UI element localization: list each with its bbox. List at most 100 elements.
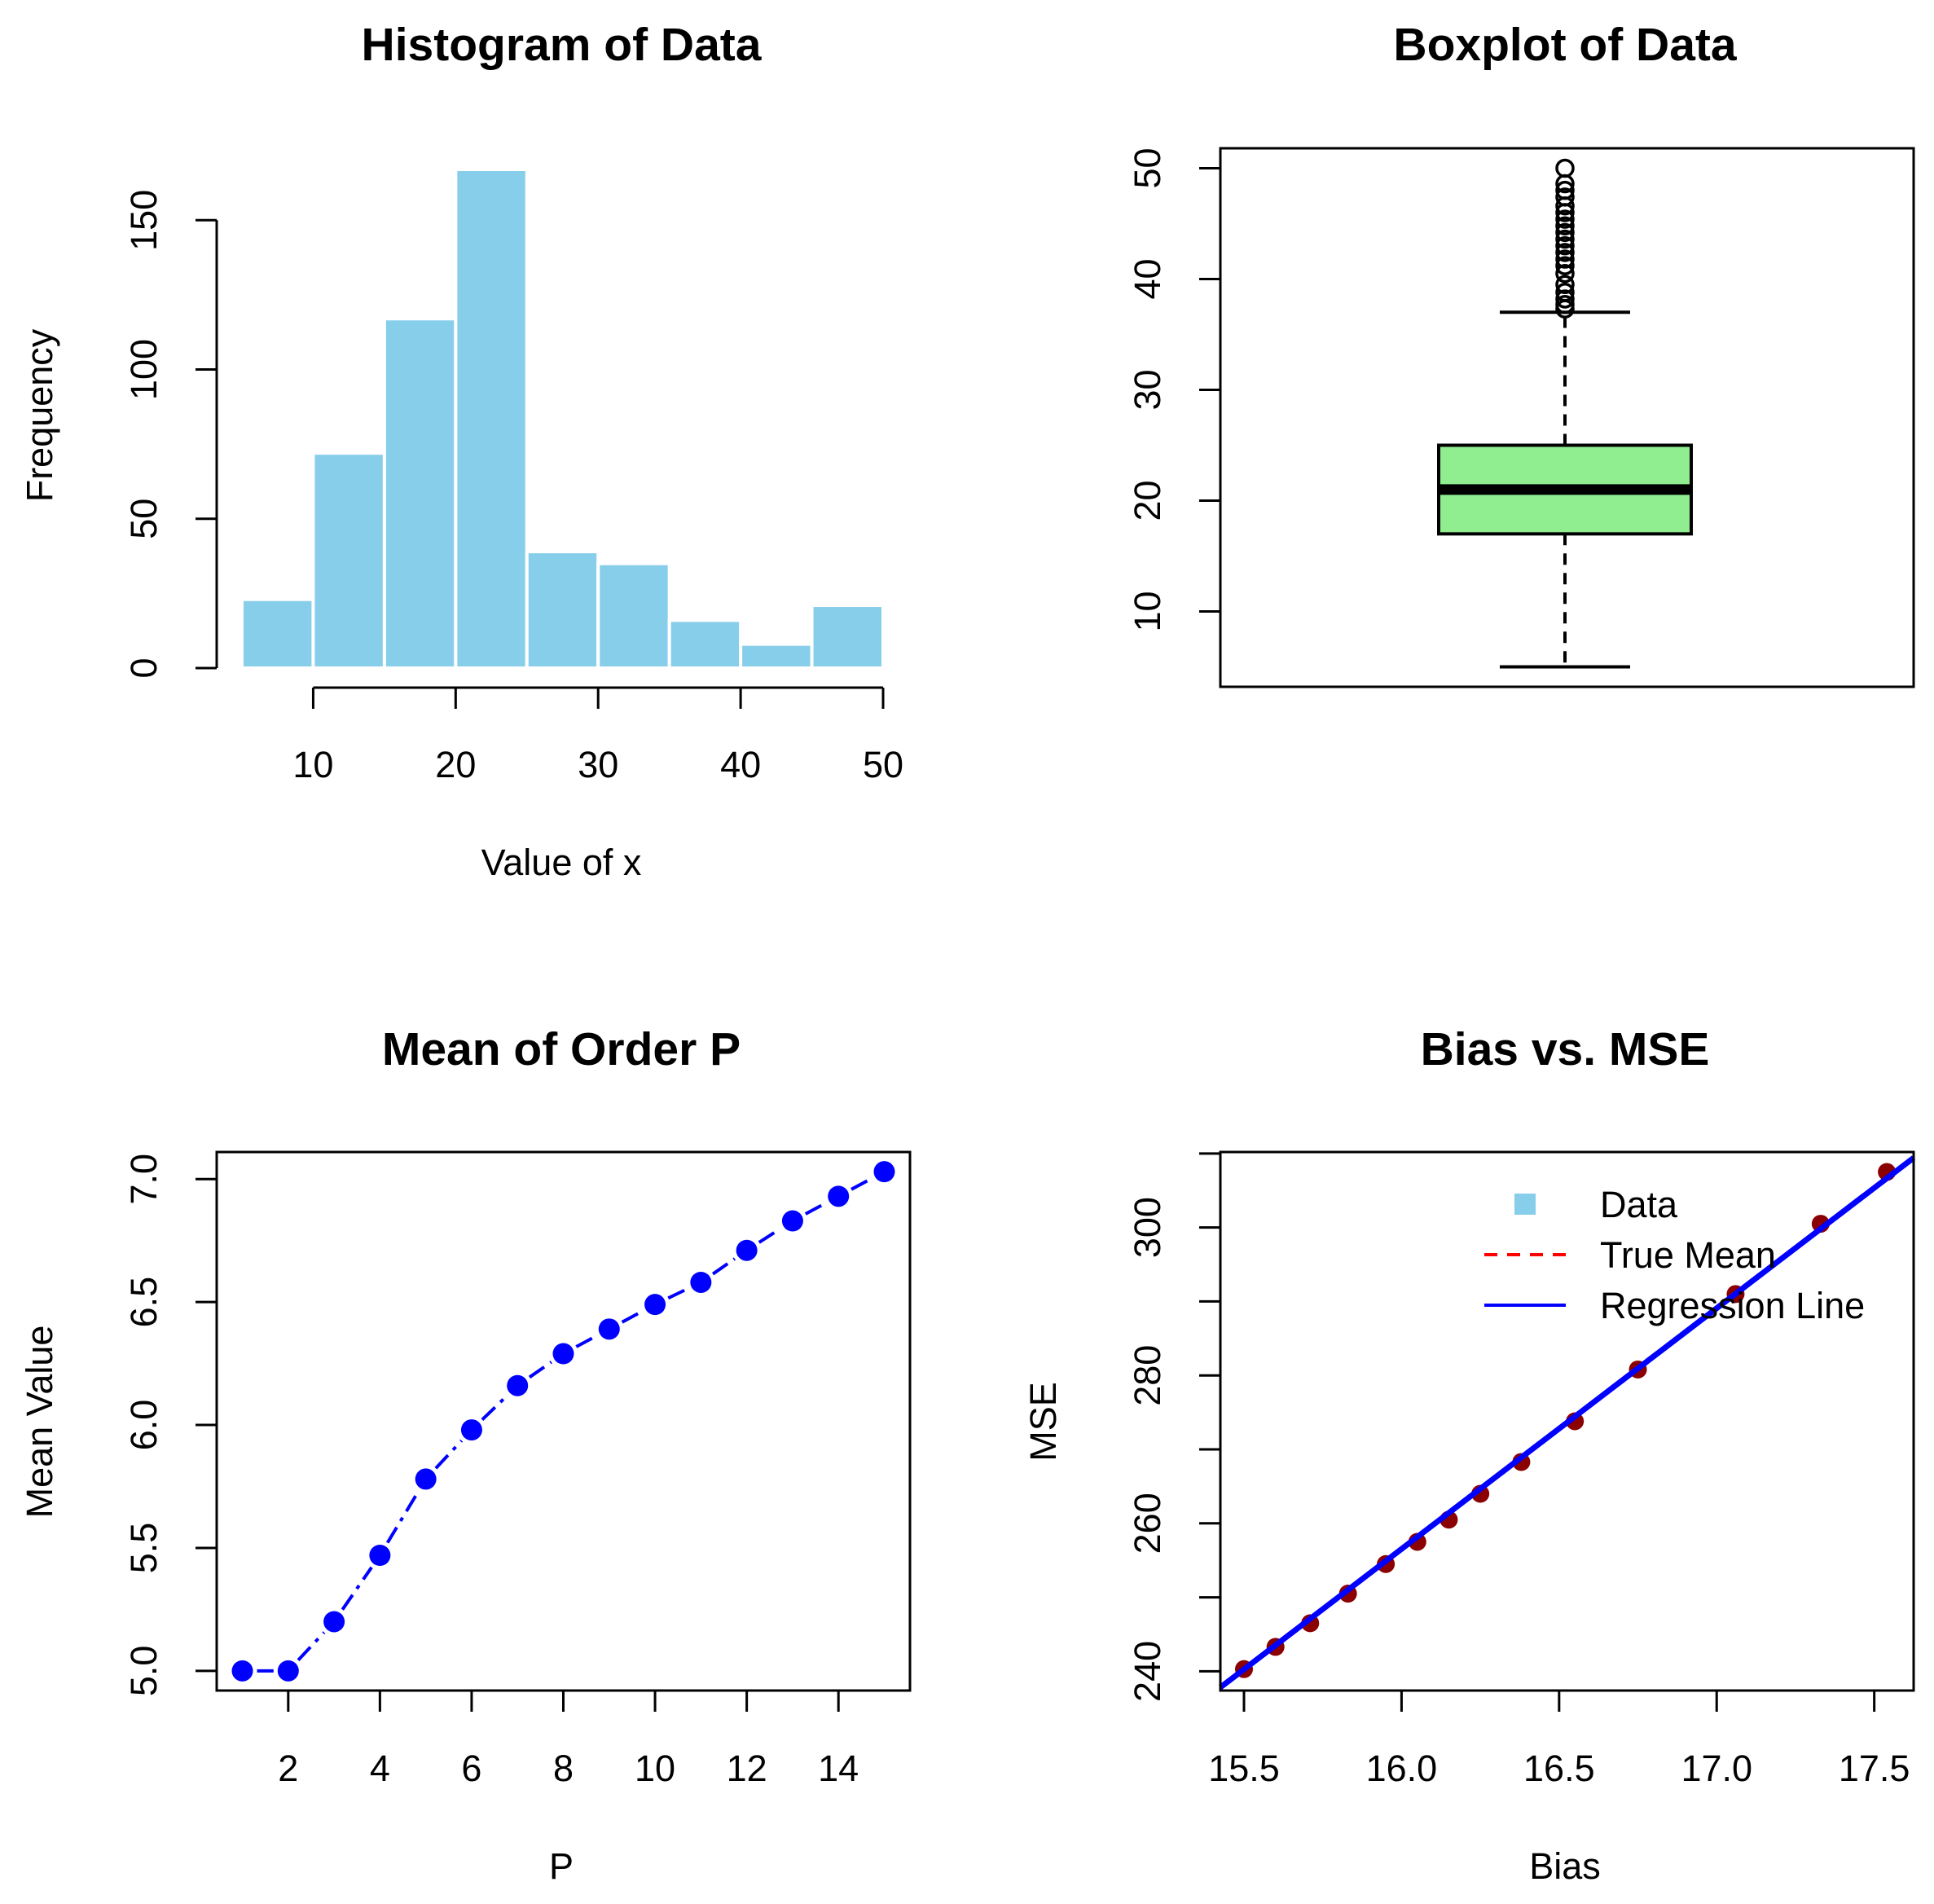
- mean-order-point: [736, 1239, 758, 1261]
- mean-order-x-axis: 2 4 6 8 10 12 14: [278, 1689, 859, 1789]
- bias-mse-y-tick-label: 280: [1127, 1345, 1168, 1406]
- histogram-bar: [525, 550, 600, 670]
- mean-order-y-tick-label: 6.0: [123, 1400, 165, 1451]
- mean-order-line-segment: [575, 1335, 597, 1348]
- histogram-y-axis: 0 50 100 150: [123, 190, 218, 679]
- legend-item-label: Data: [1600, 1184, 1678, 1225]
- bias-mse-x-tick-label: 15.5: [1208, 1748, 1280, 1789]
- bias-mse-plot-area: [1218, 1155, 1916, 1690]
- bias-mse-x-label: Bias: [1529, 1845, 1601, 1887]
- mean-order-point: [323, 1611, 345, 1633]
- histogram-y-tick-label: 150: [123, 190, 165, 251]
- boxplot-panel: Boxplot of Data 10 20 30 40 50: [1127, 19, 1915, 688]
- mean-order-x-tick-label: 14: [818, 1748, 859, 1789]
- bias-mse-title: Bias vs. MSE: [1421, 1023, 1710, 1075]
- boxplot-y-tick-label: 10: [1127, 591, 1168, 631]
- bias-mse-x-tick-label: 16.0: [1366, 1748, 1438, 1789]
- histogram-bar: [240, 597, 315, 671]
- bias-mse-x-tick-label: 17.0: [1681, 1748, 1752, 1789]
- boxplot-outlier-point: [1555, 263, 1575, 284]
- boxplot-outlier-point: [1555, 275, 1575, 295]
- mean-order-x-tick-label: 6: [461, 1748, 481, 1789]
- bias-mse-y-tick-label: 240: [1127, 1641, 1168, 1702]
- mean-order-x-tick-label: 10: [635, 1748, 675, 1789]
- histogram-bar: [667, 618, 743, 671]
- mean-order-x-tick-label: 2: [278, 1748, 298, 1789]
- mean-order-point: [277, 1660, 299, 1682]
- mean-order-y-tick-label: 6.5: [123, 1277, 165, 1328]
- mean-order-line-segment: [851, 1176, 872, 1191]
- bias-mse-regression-line: [1218, 1155, 1916, 1690]
- mean-order-y-tick-label: 5.5: [123, 1523, 165, 1574]
- mean-order-point: [644, 1294, 666, 1316]
- mean-order-x-tick-label: 12: [727, 1748, 767, 1789]
- boxplot-outlier-point: [1555, 283, 1575, 302]
- mean-order-line-segment: [385, 1490, 420, 1544]
- mean-order-line-segment: [434, 1439, 464, 1470]
- boxplot-y-tick-label: 40: [1127, 258, 1168, 299]
- mean-order-point: [552, 1343, 574, 1365]
- boxplot-elements: [1437, 158, 1693, 669]
- legend-item-label: True Mean: [1600, 1234, 1776, 1276]
- histogram-x-tick-label: 20: [435, 744, 476, 785]
- histogram-y-label: Frequency: [19, 328, 60, 502]
- boxplot-outlier-point: [1555, 222, 1575, 243]
- legend-item-label: Regression Line: [1600, 1285, 1865, 1326]
- histogram-title: Histogram of Data: [362, 19, 763, 71]
- mean-order-point: [781, 1210, 803, 1232]
- bias-mse-y-tick-label: 300: [1127, 1197, 1168, 1258]
- histogram-x-tick-label: 40: [720, 744, 761, 785]
- mean-order-point: [598, 1318, 620, 1340]
- histogram-y-tick-label: 100: [123, 339, 165, 400]
- histogram-bar: [810, 604, 885, 671]
- mean-order-title: Mean of Order P: [382, 1023, 741, 1075]
- boxplot-outlier-point: [1555, 249, 1575, 269]
- bias-mse-x-tick-label: 17.5: [1839, 1748, 1910, 1789]
- histogram-bar: [454, 168, 529, 670]
- mean-order-line-segment: [758, 1227, 781, 1244]
- bias-mse-x-axis: 15.5 16.0 16.5 17.0 17.5: [1208, 1691, 1910, 1789]
- boxplot-outlier-point: [1555, 256, 1575, 275]
- mean-order-point: [231, 1660, 253, 1682]
- bias-mse-y-label: MSE: [1022, 1382, 1064, 1462]
- mean-order-line-segment: [297, 1631, 326, 1662]
- mean-order-y-tick-label: 5.0: [123, 1646, 165, 1697]
- bias-mse-panel: Bias vs. MSE 15.5 16.0 16.5 17.0 17.5 240 260…: [1022, 1023, 1916, 1887]
- mean-order-y-axis: 5.0 5.5 6.0 6.5 7.0: [123, 1154, 217, 1696]
- mean-order-point: [828, 1185, 850, 1207]
- boxplot-outlier-point: [1555, 158, 1575, 178]
- mean-order-x-label: P: [549, 1845, 574, 1887]
- mean-order-y-label: Mean Value: [19, 1326, 60, 1519]
- mean-order-line-segment: [804, 1202, 827, 1216]
- boxplot-y-tick-label: 30: [1127, 369, 1168, 410]
- histogram-bars: [240, 168, 885, 671]
- mean-order-line-segment: [621, 1309, 644, 1324]
- histogram-y-tick-label: 50: [123, 499, 165, 539]
- boxplot-outlier-point: [1555, 209, 1575, 229]
- histogram-x-axis: 10 20 30 40 50: [292, 686, 903, 785]
- histogram-bar: [311, 451, 386, 671]
- mean-order-point: [369, 1544, 391, 1566]
- histogram-x-tick-label: 10: [292, 744, 333, 785]
- mean-order-point: [460, 1419, 482, 1441]
- histogram-bar: [739, 642, 814, 670]
- boxplot-outlier-point: [1555, 235, 1575, 256]
- boxplot-outlier-point: [1555, 180, 1575, 200]
- bias-mse-x-tick-label: 16.5: [1523, 1748, 1595, 1789]
- boxplot-outlier-point: [1555, 216, 1575, 235]
- boxplot-outlier-point: [1555, 295, 1575, 314]
- bias-mse-legend: Data True Mean Regression Line: [1484, 1184, 1865, 1326]
- boxplot-outlier-point: [1555, 243, 1575, 262]
- boxplot-outlier-point: [1555, 187, 1575, 207]
- mean-order-series: [231, 1161, 895, 1682]
- mean-order-x-tick-label: 4: [370, 1748, 390, 1789]
- mean-order-point: [873, 1161, 895, 1183]
- mean-order-point: [415, 1468, 437, 1490]
- boxplot-y-tick-label: 20: [1127, 480, 1168, 521]
- mean-order-panel: Mean of Order P 2 4 6 8 10 12 14 5.0 5.5 6.0 6.5 7…: [19, 1023, 912, 1887]
- boxplot-outlier-point: [1555, 289, 1575, 309]
- mean-order-line-segment: [481, 1394, 508, 1422]
- histogram-y-tick-label: 0: [123, 657, 165, 678]
- bias-mse-y-axis: 240 260 280 300: [1127, 1152, 1220, 1702]
